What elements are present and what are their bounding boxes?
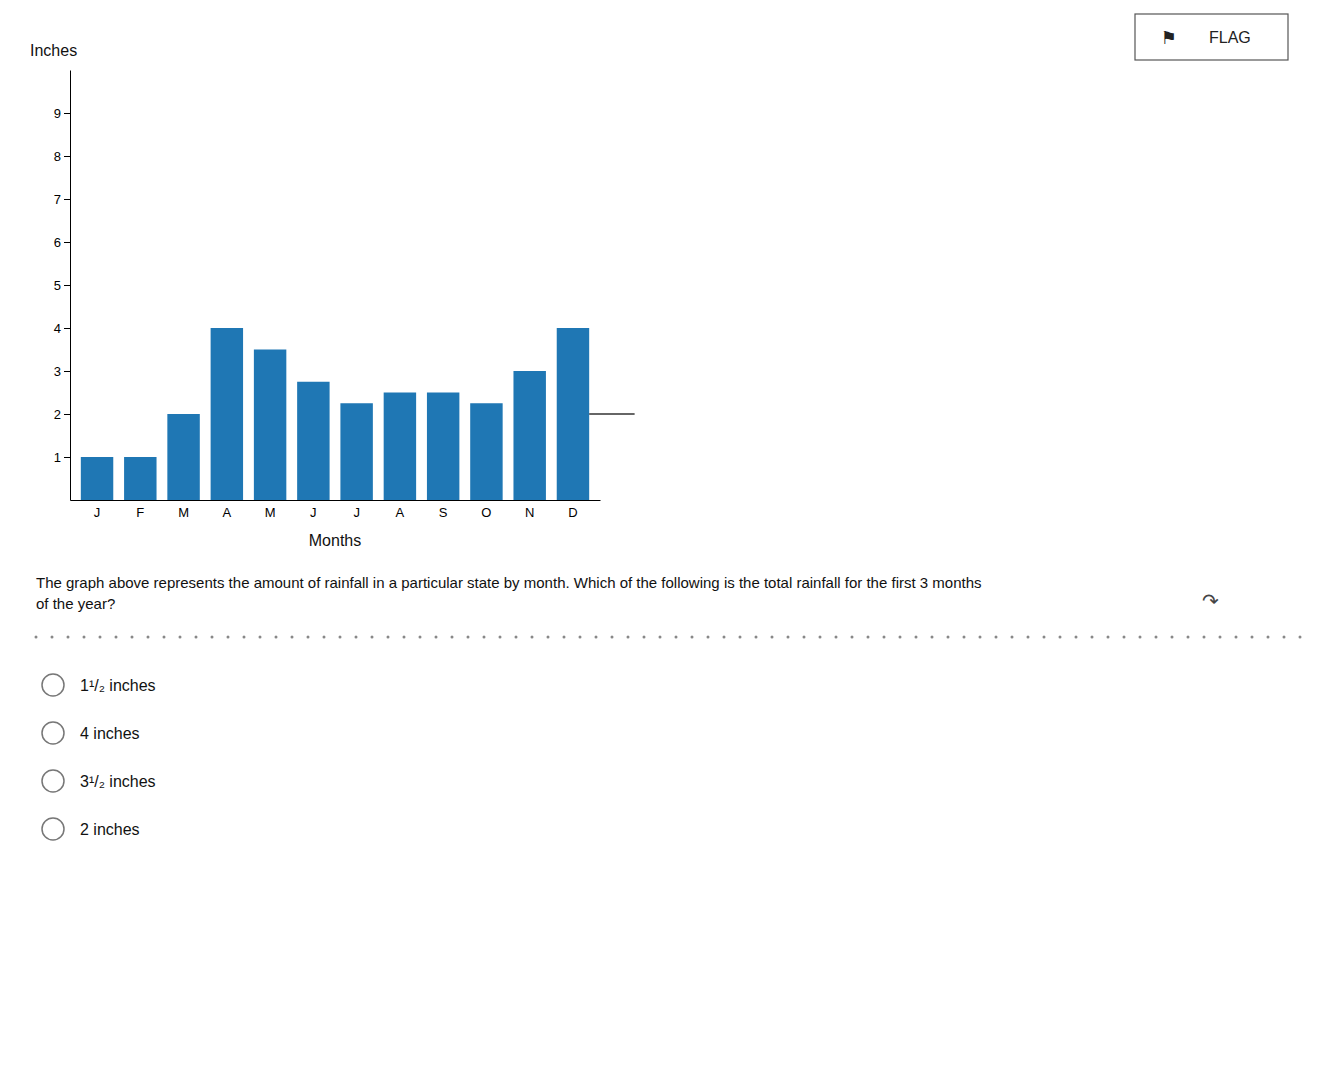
- answer-option[interactable]: 2 inches: [42, 818, 140, 840]
- x-tick-label: A: [396, 505, 405, 520]
- y-tick-mark: [64, 371, 70, 372]
- answer-label[interactable]: 2 inches: [80, 821, 140, 838]
- answer-option[interactable]: 3¹/₂ inches: [42, 770, 156, 792]
- y-tick-mark: [64, 199, 70, 200]
- answer-option[interactable]: 1¹/₂ inches: [42, 674, 156, 696]
- question-line: The graph above represents the amount of…: [36, 574, 982, 591]
- answer-radio[interactable]: [42, 722, 64, 744]
- x-tick-label: J: [94, 505, 101, 520]
- y-tick: 8: [54, 149, 70, 164]
- question: The graph above represents the amount of…: [36, 574, 982, 612]
- x-tick: O: [481, 505, 491, 520]
- answer-label[interactable]: 1¹/₂ inches: [80, 677, 156, 694]
- y-tick-mark: [64, 156, 70, 157]
- plot-area: [81, 328, 589, 500]
- x-tick-label: O: [481, 505, 491, 520]
- y-tick: 5: [54, 278, 70, 293]
- x-tick-label: J: [310, 505, 317, 520]
- x-tick: M: [265, 505, 276, 520]
- x-tick-label: J: [353, 505, 360, 520]
- answer-label[interactable]: 3¹/₂ inches: [80, 773, 156, 790]
- chart: 1 2 3 4 5 6 7 8 9 J F M A M J J A S O N D Inches Months: [30, 42, 635, 549]
- bar: [427, 393, 459, 501]
- y-tick: 6: [54, 235, 70, 250]
- y-tick-label: 5: [54, 278, 61, 293]
- x-tick-label: M: [265, 505, 276, 520]
- x-axis: JFMAMJJASOND: [71, 501, 601, 521]
- x-tick-label: A: [223, 505, 232, 520]
- answer-option[interactable]: 4 inches: [42, 722, 140, 744]
- x-tick-label: D: [568, 505, 577, 520]
- x-tick-label: M: [178, 505, 189, 520]
- answer-radio[interactable]: [42, 818, 64, 840]
- x-axis-line: [71, 500, 601, 501]
- y-tick-label: 9: [54, 106, 61, 121]
- flag-button[interactable]: ⚑ FLAG: [1135, 14, 1288, 60]
- bar: [513, 371, 545, 500]
- canvas: 1 2 3 4 5 6 7 8 9 J F M A M J J A S O N D Inches Months ⚑ FLAG Th…: [0, 0, 1328, 1085]
- bar: [254, 350, 286, 501]
- bar: [297, 382, 329, 500]
- cursor-icon: ↷: [1202, 589, 1219, 613]
- x-tick: A: [223, 505, 232, 520]
- y-tick-mark: [64, 285, 70, 286]
- x-tick-label: F: [136, 505, 144, 520]
- y-tick-label: 4: [54, 321, 61, 336]
- y-axis-line: [70, 71, 71, 501]
- y-tick: 7: [54, 192, 70, 207]
- bar: [470, 403, 502, 500]
- answer-label[interactable]: 4 inches: [80, 725, 140, 742]
- flag-label[interactable]: FLAG: [1209, 29, 1251, 46]
- x-tick: D: [568, 505, 577, 520]
- y-axis: 1 2 3 4 5 6 7 8 9: [54, 71, 71, 501]
- y-tick-label: 3: [54, 364, 61, 379]
- flat-line: [589, 413, 634, 415]
- x-tick: F: [136, 505, 144, 520]
- x-tick: J: [310, 505, 317, 520]
- answer-radio[interactable]: [42, 770, 64, 792]
- x-tick: M: [178, 505, 189, 520]
- x-tick: J: [94, 505, 101, 520]
- x-tick-label: N: [525, 505, 534, 520]
- y-tick: 1: [54, 450, 70, 465]
- bar: [81, 457, 113, 500]
- y-tick-mark: [64, 328, 70, 329]
- bar: [384, 393, 416, 501]
- bar: [167, 414, 199, 500]
- y-tick: 2: [54, 407, 70, 422]
- y-tick-mark: [64, 242, 70, 243]
- flag-icon[interactable]: ⚑: [1161, 27, 1177, 48]
- x-tick: S: [439, 505, 448, 520]
- y-tick-mark: [64, 457, 70, 458]
- question-line: of the year?: [36, 595, 115, 612]
- y-tick-label: 1: [54, 450, 61, 465]
- x-tick: J: [353, 505, 360, 520]
- x-tick: A: [396, 505, 405, 520]
- y-tick: 4: [54, 321, 70, 336]
- bar: [557, 328, 589, 500]
- page: 1 2 3 4 5 6 7 8 9 J F M A M J J A S O N D Inches Months ⚑ FLAG Th…: [0, 0, 1328, 1085]
- y-axis-label: Inches: [30, 42, 77, 59]
- y-tick-label: 7: [54, 192, 61, 207]
- bar: [124, 457, 156, 500]
- y-tick: 9: [54, 106, 70, 121]
- bar: [211, 328, 243, 500]
- y-tick: 3: [54, 364, 70, 379]
- answer-radio[interactable]: [42, 674, 64, 696]
- y-tick-label: 2: [54, 407, 61, 422]
- separator: [36, 636, 1301, 639]
- bar: [340, 403, 372, 500]
- x-axis-label: Months: [309, 532, 361, 549]
- x-tick: N: [525, 505, 534, 520]
- x-tick-label: S: [439, 505, 448, 520]
- flag-button-box[interactable]: [1135, 14, 1288, 60]
- y-tick-label: 8: [54, 149, 61, 164]
- y-tick-mark: [64, 113, 70, 114]
- y-tick-label: 6: [54, 235, 61, 250]
- y-tick-mark: [64, 414, 70, 415]
